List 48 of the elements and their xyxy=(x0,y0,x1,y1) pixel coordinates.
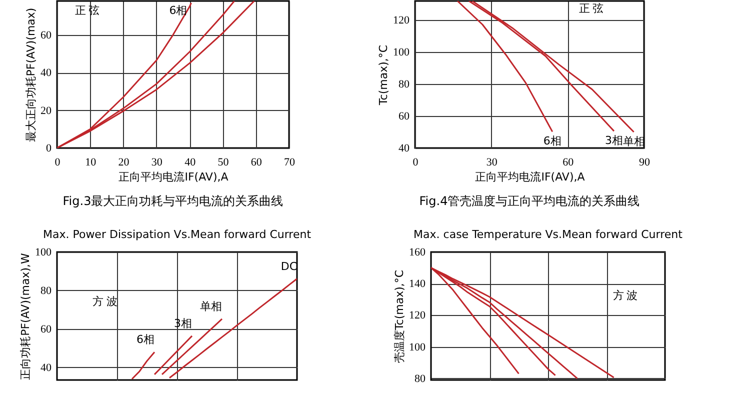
series-label: 3相 xyxy=(604,134,623,148)
x-tick-label: 60 xyxy=(562,156,574,168)
series-label: 6相 xyxy=(543,134,562,148)
y-tick-label: 80 xyxy=(414,372,426,385)
text: Fig.3最大正向功耗与平均电流的关系曲线 xyxy=(62,194,284,208)
annotation: 方 波 xyxy=(92,295,118,308)
x-tick-label: 40 xyxy=(184,156,196,168)
x-tick-label: 0 xyxy=(54,156,61,168)
y-tick-label: 100 xyxy=(393,46,410,59)
y-tick-label: 60 xyxy=(40,323,52,336)
x-tick-label: 90 xyxy=(639,156,650,168)
x-tick-label: 50 xyxy=(218,156,230,168)
y-tick-label: 40 xyxy=(40,362,52,374)
y-tick-label: 20 xyxy=(40,104,52,117)
y-axis-title: Tc(max),°C xyxy=(377,44,390,106)
x-tick-label: 30 xyxy=(486,156,498,168)
y-tick-label: 80 xyxy=(40,284,52,297)
annotation: 正 弦 xyxy=(578,2,604,15)
series-label: 单相 xyxy=(200,300,222,313)
series-label: 6相 xyxy=(136,333,154,346)
series-label: DC xyxy=(280,260,298,273)
y-tick-label: 100 xyxy=(409,341,426,354)
y-tick-label: 60 xyxy=(40,29,52,42)
x-tick-label: 10 xyxy=(85,156,97,168)
y-tick-label: 140 xyxy=(409,278,426,290)
x-axis-title: 正向平均电流IF(AV),A xyxy=(118,170,229,184)
y-tick-label: 0 xyxy=(46,142,52,154)
y-tick-label: 160 xyxy=(409,246,426,258)
y-tick-label: 80 xyxy=(398,78,410,91)
y-tick-label: 120 xyxy=(409,310,426,322)
x-tick-label: 60 xyxy=(250,156,262,168)
y-tick-label: 100 xyxy=(35,246,52,258)
y-tick-label: 120 xyxy=(393,14,410,27)
y-tick-label: 40 xyxy=(40,67,52,80)
series-label: 6相 xyxy=(169,4,188,17)
y-axis-title: 正向功耗PF(AV)(max),W xyxy=(19,252,32,380)
x-tick-label: 20 xyxy=(118,156,130,168)
x-axis-title: 正向平均电流IF(AV),A xyxy=(475,170,586,184)
y-axis-title: 最大正向功耗PF(AV)(max) xyxy=(24,8,38,142)
x-tick-label: 70 xyxy=(284,156,296,168)
text: Fig.4管壳温度与正向平均电流的关系曲线 xyxy=(419,194,640,208)
chart-title: Max. case Temperature Vs.Mean forward Current xyxy=(414,228,684,241)
annotation: 方 波 xyxy=(612,289,638,302)
y-tick-label: 60 xyxy=(398,110,410,123)
y-axis-title: 壳温度Tc(max),°C xyxy=(393,270,406,364)
y-tick-label: 40 xyxy=(398,142,410,154)
chart-title: Max. Power Dissipation Vs.Mean forward Current xyxy=(42,228,312,241)
x-tick-label: 30 xyxy=(151,156,163,168)
